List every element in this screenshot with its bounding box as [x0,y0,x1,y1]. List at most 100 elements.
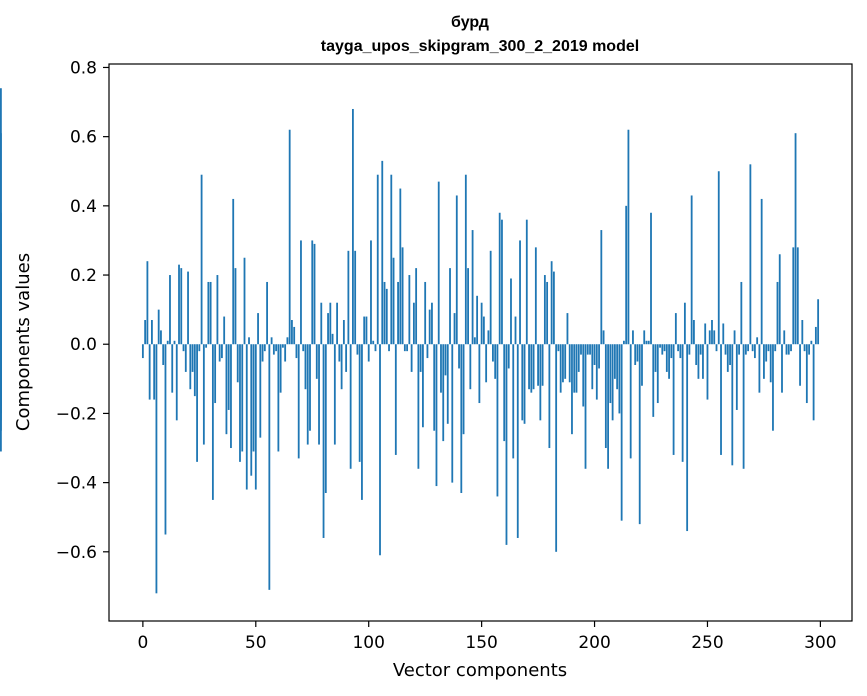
bar [281,344,284,348]
bar [629,344,632,459]
bar [449,268,451,345]
bar [534,247,537,345]
bar [577,344,580,372]
bar [510,278,512,345]
bar [300,240,302,345]
bar [799,344,801,386]
bar [756,337,759,345]
bar [309,344,311,431]
bar [589,344,591,355]
bar [564,344,567,379]
x-tick-label: 50 [245,633,267,653]
y-tick-label: 0.0 [70,335,97,355]
bar [437,181,440,345]
bar [148,344,151,400]
bar [794,133,797,345]
bar [198,344,201,352]
bar [528,344,530,390]
bar [717,171,720,345]
bar [205,344,208,348]
bar [693,320,695,345]
bar [611,344,614,421]
bar [763,344,765,379]
bar [306,344,309,445]
bar [670,344,673,359]
bar [582,344,585,407]
bar [562,344,564,383]
x-tick-label: 0 [137,633,148,653]
bar [394,344,397,455]
bar [223,316,226,345]
bar [162,344,165,365]
bar [180,268,183,345]
bar [749,164,752,345]
bar [218,344,221,362]
bar [440,344,442,393]
bar [778,254,781,345]
bar [686,344,689,532]
bar [444,344,447,376]
bar [374,344,377,352]
bar [473,337,476,345]
x-axis-label: Vector components [393,660,567,681]
bar [796,247,799,345]
bar [812,344,815,421]
bar [187,271,189,345]
bar [575,344,578,393]
bar [455,195,458,345]
bar [155,344,158,594]
bar [801,320,804,345]
bar [392,257,395,345]
bar [503,344,506,442]
bar [313,243,316,345]
bar [514,316,517,345]
bar [738,344,740,355]
bar [338,344,341,362]
y-tick-label: 0.4 [70,197,97,217]
bar [753,344,756,359]
bar [697,344,700,379]
bar [747,344,750,352]
bar [295,344,298,359]
bar [471,230,474,345]
bar [193,344,196,397]
bar [460,344,463,493]
bar [792,247,795,345]
bar [790,344,792,352]
bar [419,344,422,372]
bar [656,344,659,404]
bar [166,340,169,345]
bar [279,344,282,393]
bar [153,344,156,400]
bar [370,240,372,345]
bar [270,337,273,345]
bar [175,344,178,421]
bar [546,281,549,345]
bar [164,344,167,535]
bar [0,344,2,407]
bar [636,344,639,362]
bar [331,333,334,345]
bar [315,344,318,379]
bar [200,174,203,345]
bar [442,344,445,442]
bar [532,344,535,390]
bar [446,344,449,424]
bar [568,344,571,383]
bar [681,344,684,462]
bar [817,299,820,345]
bar [541,344,544,386]
bar [659,344,661,348]
bar [435,344,438,487]
bar [268,344,271,590]
bar [293,326,296,345]
chart-subtitle: tayga_upos_skipgram_300_2_2019 model [321,38,639,55]
bar [209,281,212,345]
bar [415,268,418,345]
bar [654,344,657,372]
bar [275,344,278,352]
x-tick-label: 250 [691,633,723,653]
bar [225,344,228,435]
bar [751,344,754,352]
